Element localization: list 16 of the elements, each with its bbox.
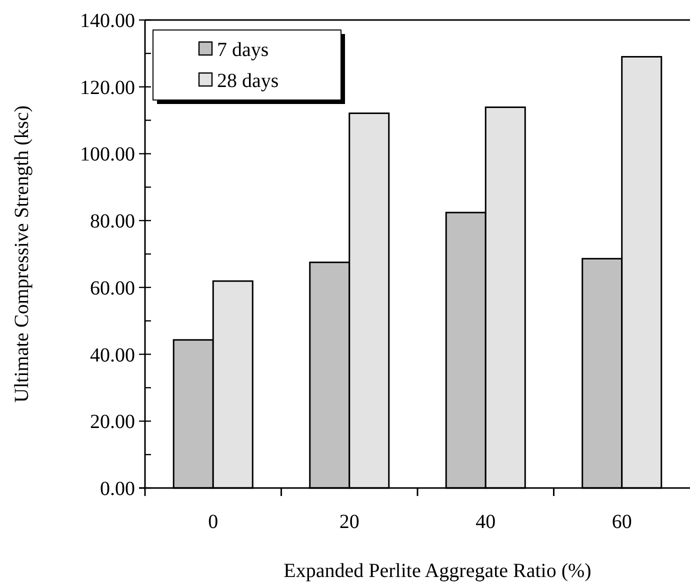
x-tick-label: 20: [339, 511, 360, 533]
y-tick-label: 60.00: [90, 277, 135, 300]
legend-label: 7 days: [217, 39, 269, 61]
y-tick-label: 140.00: [80, 10, 135, 32]
y-tick-label: 100.00: [80, 144, 135, 166]
x-tick-label: 40: [476, 511, 496, 533]
x-axis-title: Expanded Perlite Aggregate Ratio (%): [284, 560, 592, 582]
x-tick-label: 60: [612, 511, 632, 533]
legend-label: 28 days: [217, 70, 279, 92]
x-tick-label: 0: [208, 511, 218, 533]
y-tick-label: 0.00: [100, 478, 135, 500]
y-tick-label: 20.00: [90, 411, 135, 434]
y-tick-label: 80.00: [90, 210, 135, 233]
y-tick-label: 120.00: [80, 76, 135, 99]
y-axis-title: Ultimate Compressive Strength (ksc): [11, 105, 33, 403]
y-tick-label: 40.00: [90, 344, 135, 366]
